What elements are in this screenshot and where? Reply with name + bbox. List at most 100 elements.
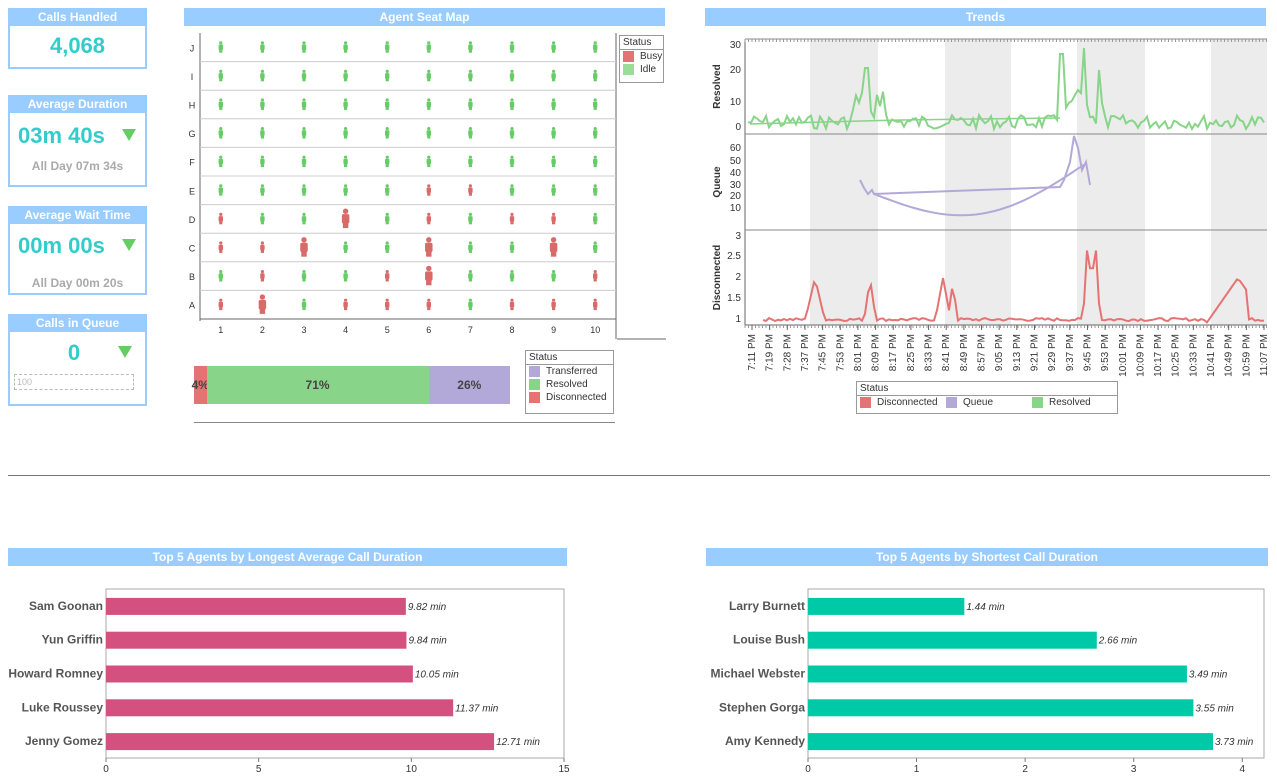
agent-legs [552, 135, 556, 139]
row-label: H [189, 101, 196, 111]
agent-body [593, 130, 598, 136]
agent-head [344, 98, 348, 102]
agent-body [385, 273, 390, 279]
agent-legs [302, 106, 306, 110]
idle-agent-icon [426, 41, 431, 53]
legend-label: Disconnected [546, 392, 607, 404]
agent-body [509, 73, 515, 79]
agent-body [300, 242, 308, 253]
row-label: J [190, 43, 195, 53]
value-label: 1.44 min [966, 602, 1005, 613]
x-tick-label: 7:45 PM [818, 334, 829, 371]
agent-legs [302, 221, 306, 225]
y-tick-label: 30 [730, 40, 742, 51]
agent-head [344, 127, 348, 131]
agent-head [510, 241, 514, 245]
idle-agent-icon [343, 98, 348, 110]
col-label: 5 [385, 325, 390, 335]
agent-head [302, 212, 306, 216]
agent-legs [385, 164, 389, 168]
agent-legs [344, 49, 348, 53]
agent-head [510, 69, 514, 73]
agent-head [344, 298, 348, 302]
idle-agent-icon [426, 155, 431, 168]
legend-busy: Busy [620, 50, 663, 63]
row-label: B [189, 272, 195, 282]
agent-legs [342, 222, 349, 229]
idle-agent-icon [426, 127, 431, 139]
col-label: 1 [218, 325, 223, 335]
agent-head [302, 127, 306, 131]
idle-agent-icon [260, 155, 265, 168]
agent-head [593, 184, 597, 188]
idle-agent-icon [301, 212, 307, 225]
legend-swatch [860, 397, 871, 408]
agent-head [385, 241, 389, 245]
agent-head [510, 98, 514, 102]
bar [808, 699, 1194, 717]
row-label: A [189, 301, 195, 311]
agent-legs [427, 192, 431, 196]
busy-agent-icon [425, 265, 433, 286]
agent-legs [260, 192, 264, 196]
down-triangle-icon [122, 129, 136, 141]
average-wait-panel: 00m 00s All Day 00m 20s [8, 222, 147, 295]
agent-legs [468, 78, 472, 82]
agent-legs [510, 307, 514, 311]
idle-agent-icon [218, 155, 223, 168]
busy-agent-icon [341, 208, 350, 229]
agent-legs [427, 307, 431, 311]
agent-head [342, 208, 349, 214]
idle-agent-icon [593, 127, 598, 139]
agent-body [509, 273, 515, 279]
agent-body [218, 301, 223, 308]
row-label: I [191, 72, 194, 82]
agent-body [301, 130, 307, 136]
agent-head [219, 127, 223, 131]
x-tick-label: 9:29 PM [1047, 334, 1058, 371]
idle-agent-icon [593, 155, 598, 168]
agent-head [468, 270, 472, 274]
y-tick-label: 1.5 [727, 293, 741, 304]
agent-legs [468, 106, 472, 110]
agent-body [509, 301, 515, 308]
idle-agent-icon [468, 69, 473, 82]
busy-agent-icon [509, 212, 515, 225]
longest-duration-title: Top 5 Agents by Longest Average Call Dur… [8, 548, 567, 566]
agent-body [509, 130, 515, 136]
idle-agent-icon [343, 241, 348, 253]
average-wait-value: 00m 00s [18, 233, 105, 258]
agent-body [260, 101, 265, 108]
legend-label: Disconnected [877, 397, 938, 409]
agent-body [218, 187, 223, 193]
row-label: C [189, 244, 196, 254]
agent-head [260, 212, 264, 216]
agent-head [510, 270, 514, 274]
y-tick-label: 0 [735, 122, 741, 133]
agent-head [344, 69, 348, 73]
legend-swatch [623, 64, 634, 76]
agent-legs [344, 78, 348, 82]
agent-name-label: Amy Kennedy [725, 734, 805, 748]
agent-head [302, 98, 306, 102]
idle-agent-icon [385, 155, 390, 168]
idle-agent-icon [551, 155, 556, 168]
x-tick-label: 3 [1131, 764, 1137, 775]
agent-body [551, 44, 556, 50]
idle-agent-icon [426, 98, 431, 110]
agent-legs [385, 221, 389, 225]
x-tick-label: 11:07 PM [1259, 334, 1270, 376]
idle-agent-icon [301, 155, 307, 168]
agent-head [552, 184, 556, 188]
agent-head [385, 98, 389, 102]
busy-agent-icon [258, 294, 267, 314]
agent-head [468, 298, 472, 302]
queue-threshold-input[interactable] [14, 374, 134, 390]
legend-swatch [946, 397, 957, 408]
agent-legs [219, 78, 223, 82]
agent-body [551, 101, 556, 108]
value-label: 9.84 min [408, 636, 447, 647]
agent-body [593, 158, 598, 165]
idle-agent-icon [509, 241, 515, 253]
agent-body [343, 244, 348, 251]
